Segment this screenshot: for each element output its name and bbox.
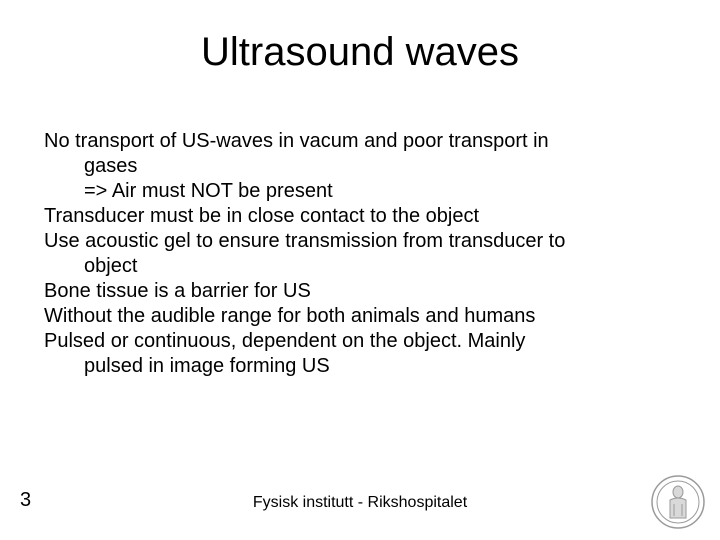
body-line: gases [44, 154, 676, 179]
body-line: Transducer must be in close contact to t… [44, 204, 676, 229]
body-line: No transport of US-waves in vacum and po… [44, 129, 676, 154]
body-line: Without the audible range for both anima… [44, 304, 676, 329]
body-line: Bone tissue is a barrier for US [44, 279, 676, 304]
slide-footer: 3 Fysisk institutt - Rikshospitalet [0, 494, 720, 512]
university-seal-icon [650, 474, 706, 530]
body-line: object [44, 254, 676, 279]
body-line: Pulsed or continuous, dependent on the o… [44, 329, 676, 354]
body-line: Use acoustic gel to ensure transmission … [44, 229, 676, 254]
footer-text: Fysisk institutt - Rikshospitalet [0, 494, 720, 512]
body-line: => Air must NOT be present [44, 179, 676, 204]
slide: Ultrasound waves No transport of US-wave… [0, 0, 720, 540]
slide-title: Ultrasound waves [44, 30, 676, 75]
page-number: 3 [20, 489, 31, 512]
body-line: pulsed in image forming US [44, 354, 676, 379]
slide-body: No transport of US-waves in vacum and po… [44, 129, 676, 379]
